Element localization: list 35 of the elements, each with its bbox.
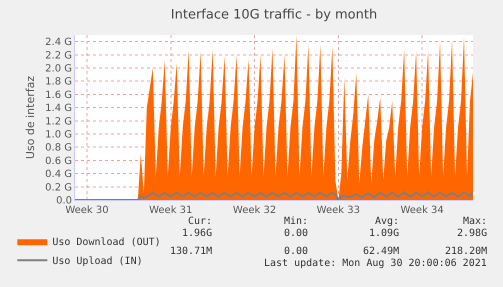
legend-label: Uso Upload (IN) <box>52 256 143 268</box>
y-tick-label: 0.6 G <box>45 156 72 167</box>
x-tick-label: Week 32 <box>232 205 276 216</box>
chart-title: Interface 10G traffic - by month <box>170 8 378 23</box>
text: 2.98G <box>457 228 488 239</box>
text: Max: <box>463 216 488 227</box>
text: Cur: <box>188 216 212 227</box>
text: 0.00 <box>284 228 308 239</box>
y-tick-label: 1.2 G <box>45 116 72 128</box>
x-tick-label: Week 31 <box>149 205 192 216</box>
text: 1.96G <box>182 228 212 239</box>
text: 218.20M <box>445 246 488 257</box>
text: 62.49M <box>363 246 400 257</box>
text: 0.00 <box>284 246 308 257</box>
y-tick-label: 2.0 G <box>45 64 72 74</box>
text: Avg: <box>375 216 400 227</box>
y-tick-label: 1.6 G <box>45 90 72 101</box>
text: 1.09G <box>369 228 400 239</box>
y-tick-label: 1.0 G <box>45 130 72 140</box>
y-tick-label: 0.4 G <box>45 169 72 180</box>
x-tick-label: Week 34 <box>400 205 444 216</box>
y-tick-label: 0.0 <box>56 196 72 206</box>
text: Last update: Mon Aug 30 20:00:06 2021 <box>264 258 487 269</box>
y-tick-label: 0.8 G <box>45 142 72 154</box>
y-tick-label: 0.2 G <box>45 182 72 194</box>
x-tick-label: Week 33 <box>316 205 360 216</box>
y-tick-label: 1.4 G <box>45 103 72 114</box>
y-tick-label: 2.2 G <box>45 50 72 62</box>
x-tick-label: Week 30 <box>65 205 109 216</box>
text: Min: <box>284 216 308 227</box>
y-tick-label: 2.4 G <box>45 37 72 48</box>
y-axis-title: Uso de interfaz <box>24 76 37 160</box>
y-tick-label: 1.8 G <box>45 76 72 88</box>
legend-label: Uso Download (OUT) <box>52 237 161 248</box>
text: 130.71M <box>170 246 212 257</box>
